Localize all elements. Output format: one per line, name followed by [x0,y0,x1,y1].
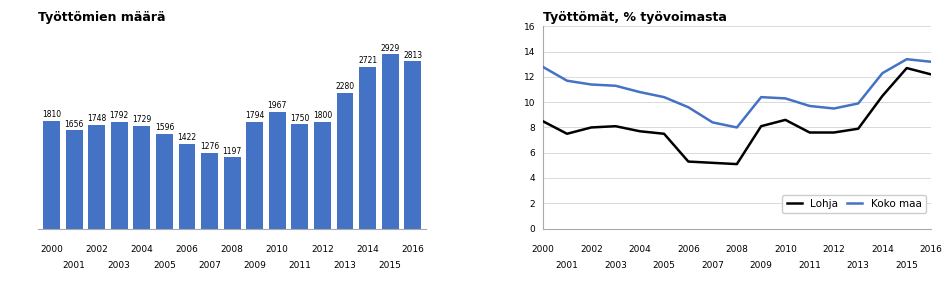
Text: 2929: 2929 [381,44,400,53]
Bar [43,121,60,229]
Text: 2014: 2014 [871,245,894,254]
Text: 1800: 1800 [313,111,332,120]
Text: 1729: 1729 [132,115,151,124]
Text: 2011: 2011 [798,261,821,270]
Bar [66,130,83,229]
Text: 2012: 2012 [823,245,846,254]
Text: 2015: 2015 [895,261,918,270]
Bar [405,61,421,229]
Bar [133,126,150,229]
Text: 2003: 2003 [604,261,627,270]
Text: 2005: 2005 [153,261,176,270]
Text: Työttömät, % työvoimasta: Työttömät, % työvoimasta [542,11,727,24]
Text: 1748: 1748 [87,114,106,123]
Text: 2012: 2012 [311,245,333,254]
Legend: Lohja, Koko maa: Lohja, Koko maa [783,195,926,213]
Text: 2000: 2000 [531,245,554,254]
Text: 2006: 2006 [677,245,700,254]
Text: 2008: 2008 [220,245,243,254]
Text: 2007: 2007 [701,261,724,270]
Bar [88,125,105,229]
Text: 2014: 2014 [356,245,379,254]
Bar [292,125,309,229]
Bar [246,122,263,229]
Text: 1794: 1794 [245,111,264,120]
Text: 2015: 2015 [379,261,402,270]
Text: 2009: 2009 [243,261,266,270]
Text: 2010: 2010 [266,245,289,254]
Text: 1596: 1596 [155,123,174,132]
Text: 2016: 2016 [920,245,942,254]
Text: 2813: 2813 [403,51,423,60]
Bar [156,134,173,229]
Text: 2010: 2010 [774,245,797,254]
Bar [336,93,353,229]
Text: 2005: 2005 [653,261,675,270]
Text: 2004: 2004 [629,245,651,254]
Text: 1276: 1276 [200,142,219,151]
Text: 2013: 2013 [333,261,356,270]
Text: 1750: 1750 [290,114,310,123]
Text: 2004: 2004 [130,245,153,254]
Text: 2002: 2002 [580,245,602,254]
Text: 1792: 1792 [109,112,129,120]
Text: 2000: 2000 [40,245,63,254]
Text: 2721: 2721 [358,56,377,65]
Text: 1197: 1197 [222,147,241,156]
Bar [223,157,240,229]
Text: 1967: 1967 [268,101,287,110]
Bar [359,67,376,229]
Text: 2009: 2009 [750,261,772,270]
Text: 2001: 2001 [63,261,86,270]
Bar [314,122,331,229]
Text: 2016: 2016 [401,245,424,254]
Text: 1422: 1422 [178,134,197,142]
Text: 2006: 2006 [176,245,199,254]
Text: 2007: 2007 [199,261,221,270]
Text: 2011: 2011 [289,261,312,270]
Text: 2001: 2001 [556,261,579,270]
Text: 2013: 2013 [846,261,869,270]
Bar [269,112,286,229]
Text: Työttömien määrä: Työttömien määrä [38,11,165,24]
Bar [179,144,196,229]
Bar [111,122,127,229]
Text: 1810: 1810 [42,110,61,120]
Text: 2003: 2003 [108,261,131,270]
Text: 2280: 2280 [335,83,354,91]
Text: 2002: 2002 [86,245,108,254]
Bar [382,54,399,229]
Text: 2008: 2008 [726,245,749,254]
Text: 1656: 1656 [65,120,84,129]
Bar [201,153,218,229]
